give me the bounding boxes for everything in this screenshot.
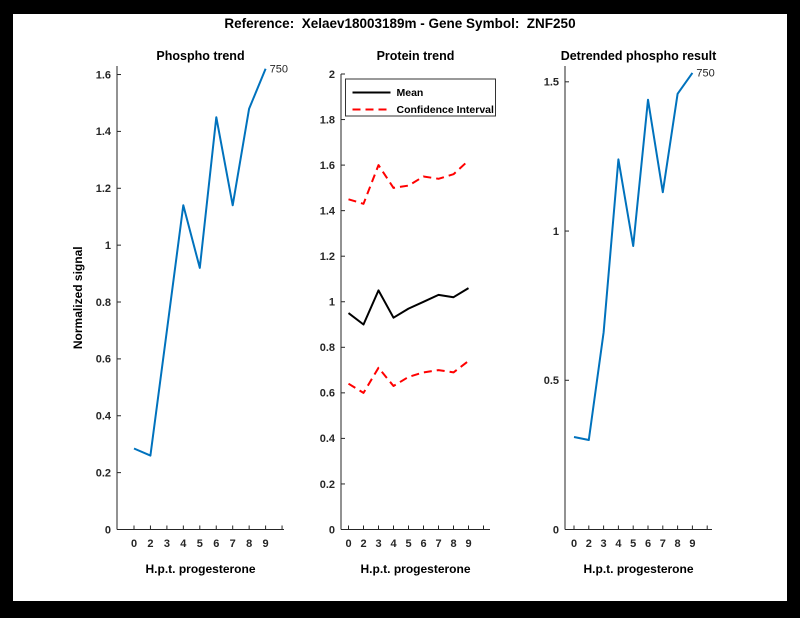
y-tick-label: 0.6: [320, 388, 335, 400]
x-tick-label: 3: [375, 538, 381, 550]
x-tick-label: 0: [571, 538, 577, 550]
x-tick-label: 8: [675, 538, 681, 550]
x-tick-label: 4: [180, 538, 187, 550]
y-tick-label: 0.5: [544, 375, 559, 387]
x-tick-label: 0: [345, 538, 351, 550]
y-tick-label: 0: [105, 524, 111, 536]
y-tick-label: 0.4: [96, 411, 112, 423]
y-tick-label: 1.4: [320, 205, 336, 217]
x-tick-label: 9: [465, 538, 471, 550]
series-end-annotation: 750: [696, 67, 714, 79]
subplot-phospho-trend: 0 2 3 4 5 6 7 8 900.20.40.60.811.21.41.6 750Phosp…: [71, 49, 288, 576]
x-tick-label: 8: [450, 538, 456, 550]
y-tick-label: 0.4: [320, 433, 336, 445]
x-tick-label: 6: [420, 538, 426, 550]
subplot-title: Phospho trend: [156, 49, 244, 63]
x-tick-label: 8: [246, 538, 252, 550]
y-tick-label: 0.8: [320, 342, 335, 354]
detrended-phospho-line: [573, 72, 694, 441]
x-tick-label: 7: [230, 538, 236, 550]
y-tick-label: 1.2: [96, 183, 111, 195]
mean-line: [347, 287, 470, 326]
x-tick-label: 2: [586, 538, 592, 550]
y-tick-label: 1.5: [544, 77, 559, 89]
y-tick-label: 0.6: [96, 354, 111, 366]
y-tick-label: 1: [105, 240, 111, 252]
y-tick-label: 0.8: [96, 297, 111, 309]
x-tick-label: 4: [390, 538, 397, 550]
x-tick-label: 3: [601, 538, 607, 550]
x-tick-label: 3: [164, 538, 170, 550]
y-tick-label: 0: [553, 524, 559, 536]
x-axis-label: H.p.t. progesterone: [583, 562, 693, 576]
y-tick-label: 0.2: [320, 479, 335, 491]
x-axis-label: H.p.t. progesterone: [145, 562, 255, 576]
y-tick-label: 1.4: [96, 126, 112, 138]
x-tick-label: 7: [435, 538, 441, 550]
subplot-title: Protein trend: [377, 49, 455, 63]
y-tick-label: 1: [553, 226, 559, 238]
figure-title: Reference: Xelaev18003189m - Gene Symbol…: [224, 16, 576, 31]
ci-upper-line: [348, 159, 470, 205]
x-tick-label: 4: [615, 538, 622, 550]
x-tick-label: 5: [630, 538, 636, 550]
x-tick-label: 2: [147, 538, 153, 550]
subplot-title: Detrended phospho result: [561, 49, 717, 63]
phospho-signal-line: [133, 68, 267, 457]
y-tick-label: 2: [329, 69, 335, 81]
y-tick-label: 1.2: [320, 251, 335, 263]
y-axis-label: Normalized signal: [71, 246, 85, 349]
series-end-annotation: 750: [270, 63, 288, 75]
y-tick-label: 1: [329, 297, 335, 309]
y-tick-label: 0: [329, 524, 335, 536]
x-tick-label: 5: [405, 538, 411, 550]
x-tick-label: 0: [131, 538, 137, 550]
x-tick-label: 6: [213, 538, 219, 550]
legend: Mean Confidence Interval: [345, 78, 496, 117]
x-tick-label: 6: [645, 538, 651, 550]
ci-lower-line: [347, 360, 470, 394]
x-tick-label: 2: [360, 538, 366, 550]
subplot-protein-trend: 0 2 3 4 5 6 7 8 900.20.40.60.811.21.41.61.82Prot…: [320, 49, 496, 576]
y-tick-label: 1.6: [320, 160, 335, 172]
x-tick-label: 5: [197, 538, 203, 550]
y-tick-label: 1.8: [320, 114, 335, 126]
legend-label: Mean: [397, 87, 424, 99]
x-tick-label: 9: [689, 538, 695, 550]
legend-label: Confidence Interval: [397, 104, 495, 116]
y-tick-label: 0.2: [96, 467, 111, 479]
x-tick-label: 9: [263, 538, 269, 550]
y-tick-label: 1.6: [96, 69, 111, 81]
x-axis-label: H.p.t. progesterone: [360, 562, 470, 576]
x-tick-label: 7: [660, 538, 666, 550]
